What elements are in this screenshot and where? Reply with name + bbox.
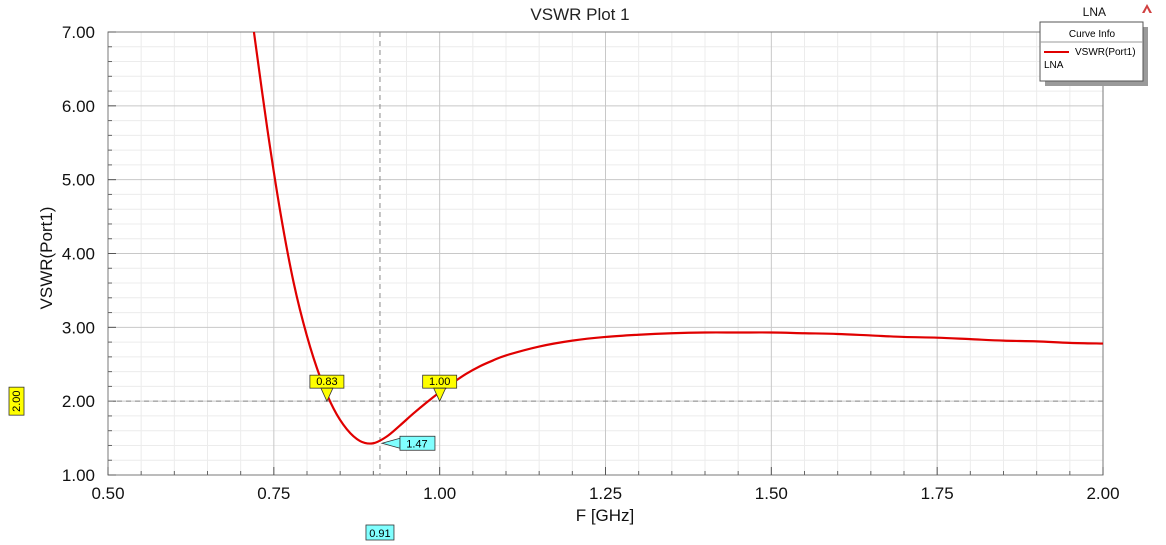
x-tick-labels: 0.50 0.75 1.00 1.25 1.50 1.75 2.00 [91,484,1119,503]
cursor-x-box [365,524,395,541]
cursor-x-readout: 0.91 [365,524,395,541]
legend-subtext: LNA [1044,60,1064,71]
y-tick-label: 6.00 [62,97,95,116]
y-tick-label: 4.00 [62,245,95,264]
markers: 0.83 1.00 1.47 [309,374,458,451]
y-axis-title: VSWR(Port1) [37,207,56,310]
legend-title: Curve Info [1069,29,1116,40]
marker-label: 1.47 [406,438,427,450]
x-tick-label: 1.25 [589,484,622,503]
marker-label: 1.00 [429,376,450,388]
cursor-y-readout: 2.00 [8,386,25,416]
major-grid [107,31,1104,476]
corner-logo-icon [1142,4,1152,13]
marker-pointer [380,437,401,449]
y-tick-label: 5.00 [62,171,95,190]
y-tick-label: 2.00 [62,392,95,411]
vswr-curve[interactable] [252,31,1104,445]
axis-ticks [107,31,1104,476]
y-tick-label: 3.00 [62,318,95,337]
legend-entry: VSWR(Port1) [1075,47,1136,58]
marker-pointer [433,387,447,403]
x-axis-title: F [GHz] [576,506,635,525]
legend[interactable]: Curve Info VSWR(Port1) LNA [1039,21,1148,86]
y-tick-label: 1.00 [62,466,95,485]
marker-0.83: 0.83 [309,374,345,403]
x-tick-label: 2.00 [1086,484,1119,503]
marker-1.47: 1.47 [380,435,436,451]
y-tick-labels: 1.00 2.00 3.00 4.00 5.00 6.00 7.00 [62,23,95,485]
y-tick-label: 7.00 [62,23,95,42]
cursor-y-label: 2.00 [11,390,23,411]
cursor-y-box [8,386,25,416]
marker-box [399,435,436,451]
x-tick-label: 1.75 [921,484,954,503]
marker-pointer [320,387,334,403]
x-tick-label: 1.00 [423,484,456,503]
cursor-lines: 0.91 2.00 [8,32,1103,541]
x-tick-label: 0.50 [91,484,124,503]
marker-label: 0.83 [316,376,337,388]
x-tick-label: 1.50 [755,484,788,503]
chart-title: VSWR Plot 1 [530,5,629,24]
marker-1.00: 1.00 [422,374,458,403]
corner-label: LNA [1083,5,1106,19]
x-tick-label: 0.75 [257,484,290,503]
cursor-x-label: 0.91 [369,528,390,540]
